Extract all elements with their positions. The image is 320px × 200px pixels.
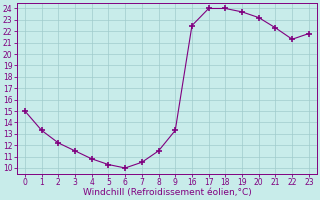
X-axis label: Windchill (Refroidissement éolien,°C): Windchill (Refroidissement éolien,°C) [83, 188, 251, 197]
